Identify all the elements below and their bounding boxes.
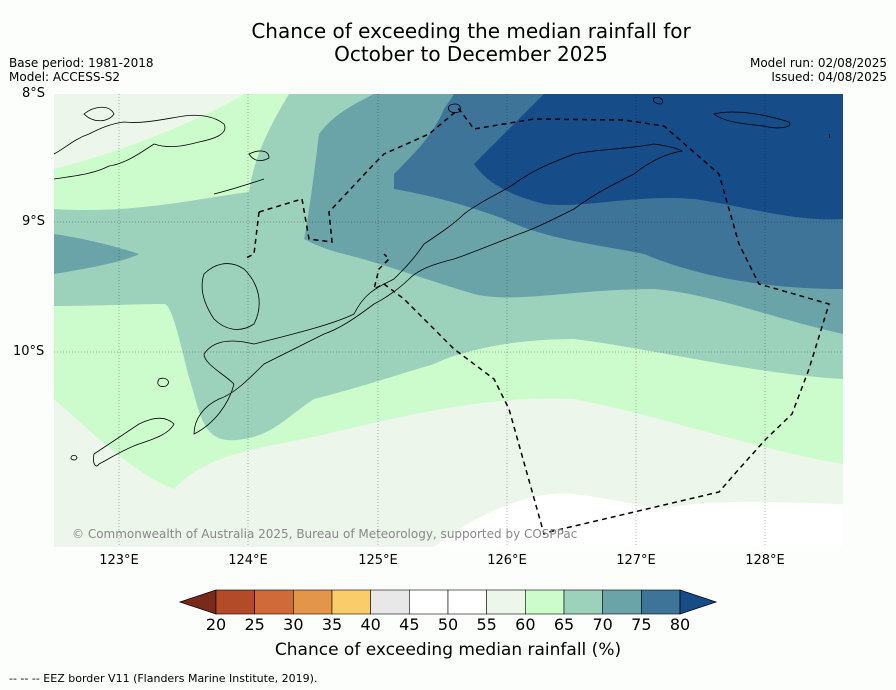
colorbar-cell-25-30: [254, 589, 294, 615]
colorbar-tick-35: 35: [321, 615, 343, 634]
lon-label-128e: 128°E: [745, 553, 785, 568]
lat-label-8s: 8°S: [22, 86, 46, 101]
zone-white-2: [494, 501, 843, 547]
colorbar-tick-20: 20: [205, 615, 227, 634]
coastlines: [54, 97, 831, 467]
lat-label-9s: 9°S: [22, 214, 46, 229]
colorbar-cell-75-80: [641, 589, 681, 615]
model-run: Model run: 02/08/2025: [749, 56, 887, 70]
colorbar-tick-75: 75: [631, 615, 652, 634]
colorbar-tick-40: 40: [360, 615, 381, 634]
colorbar-tick-30: 30: [283, 615, 304, 634]
eez-border: [243, 107, 830, 536]
issued-date: Issued: 04/08/2025: [771, 70, 887, 84]
lon-label-124e: 124°E: [228, 553, 268, 568]
eez-footnote: -- -- -- EEZ border V11 (Flanders Marine…: [9, 672, 318, 685]
lat-label-10s: 10°S: [13, 344, 45, 359]
colorbar-cell-50-55: [447, 589, 487, 615]
title-line-1: Chance of exceeding the median rainfall …: [251, 19, 691, 43]
model-name: Model: ACCESS-S2: [9, 70, 121, 84]
lon-label-127e: 127°E: [616, 553, 656, 568]
colorbar-cell-70-75: [602, 589, 642, 615]
map-credit: © Commonwealth of Australia 2025, Bureau…: [72, 527, 578, 541]
colorbar-cell-35-40: [331, 589, 371, 615]
colorbar-extend-low: [178, 589, 217, 615]
colorbar-cell-55-60: [486, 589, 526, 615]
base-period: Base period: 1981-2018: [9, 56, 154, 70]
colorbar-cell-60-65: [525, 589, 565, 615]
title-line-2: October to December 2025: [334, 42, 608, 66]
colorbar-extend-high: [679, 589, 718, 615]
lon-label-125e: 125°E: [358, 553, 398, 568]
lon-label-126e: 126°E: [487, 553, 527, 568]
colorbar-cell-20-25: [215, 589, 255, 615]
meta-right: Model run: 02/08/2025 Issued: 04/08/2025: [750, 56, 887, 84]
colorbar-tick-50: 50: [437, 615, 459, 634]
meta-left: Base period: 1981-2018 Model: ACCESS-S2: [9, 56, 154, 84]
chart-title: Chance of exceeding the median rainfall …: [0, 20, 896, 66]
colorbar-tick-60: 60: [515, 615, 536, 634]
colorbar-cell-45-50: [409, 589, 449, 615]
colorbar-tick-65: 65: [553, 615, 575, 634]
graticule: [54, 94, 843, 547]
colorbar-cell-65-70: [563, 589, 603, 615]
rainfall-map: [54, 94, 843, 547]
colorbar-tick-70: 70: [592, 615, 613, 634]
colorbar-tick-55: 55: [476, 615, 497, 634]
colorbar-tick-25: 25: [244, 615, 265, 634]
colorbar-cell-40-45: [370, 589, 410, 615]
zone-85-plus: [474, 94, 843, 220]
zone-west-75: [54, 234, 139, 274]
colorbar-label: Chance of exceeding median rainfall (%): [274, 640, 622, 660]
colorbar-tick-80: 80: [669, 615, 691, 634]
colorbar-tick-45: 45: [399, 615, 420, 634]
lon-label-123e: 123°E: [99, 553, 139, 568]
colorbar-cell-30-35: [293, 589, 333, 615]
